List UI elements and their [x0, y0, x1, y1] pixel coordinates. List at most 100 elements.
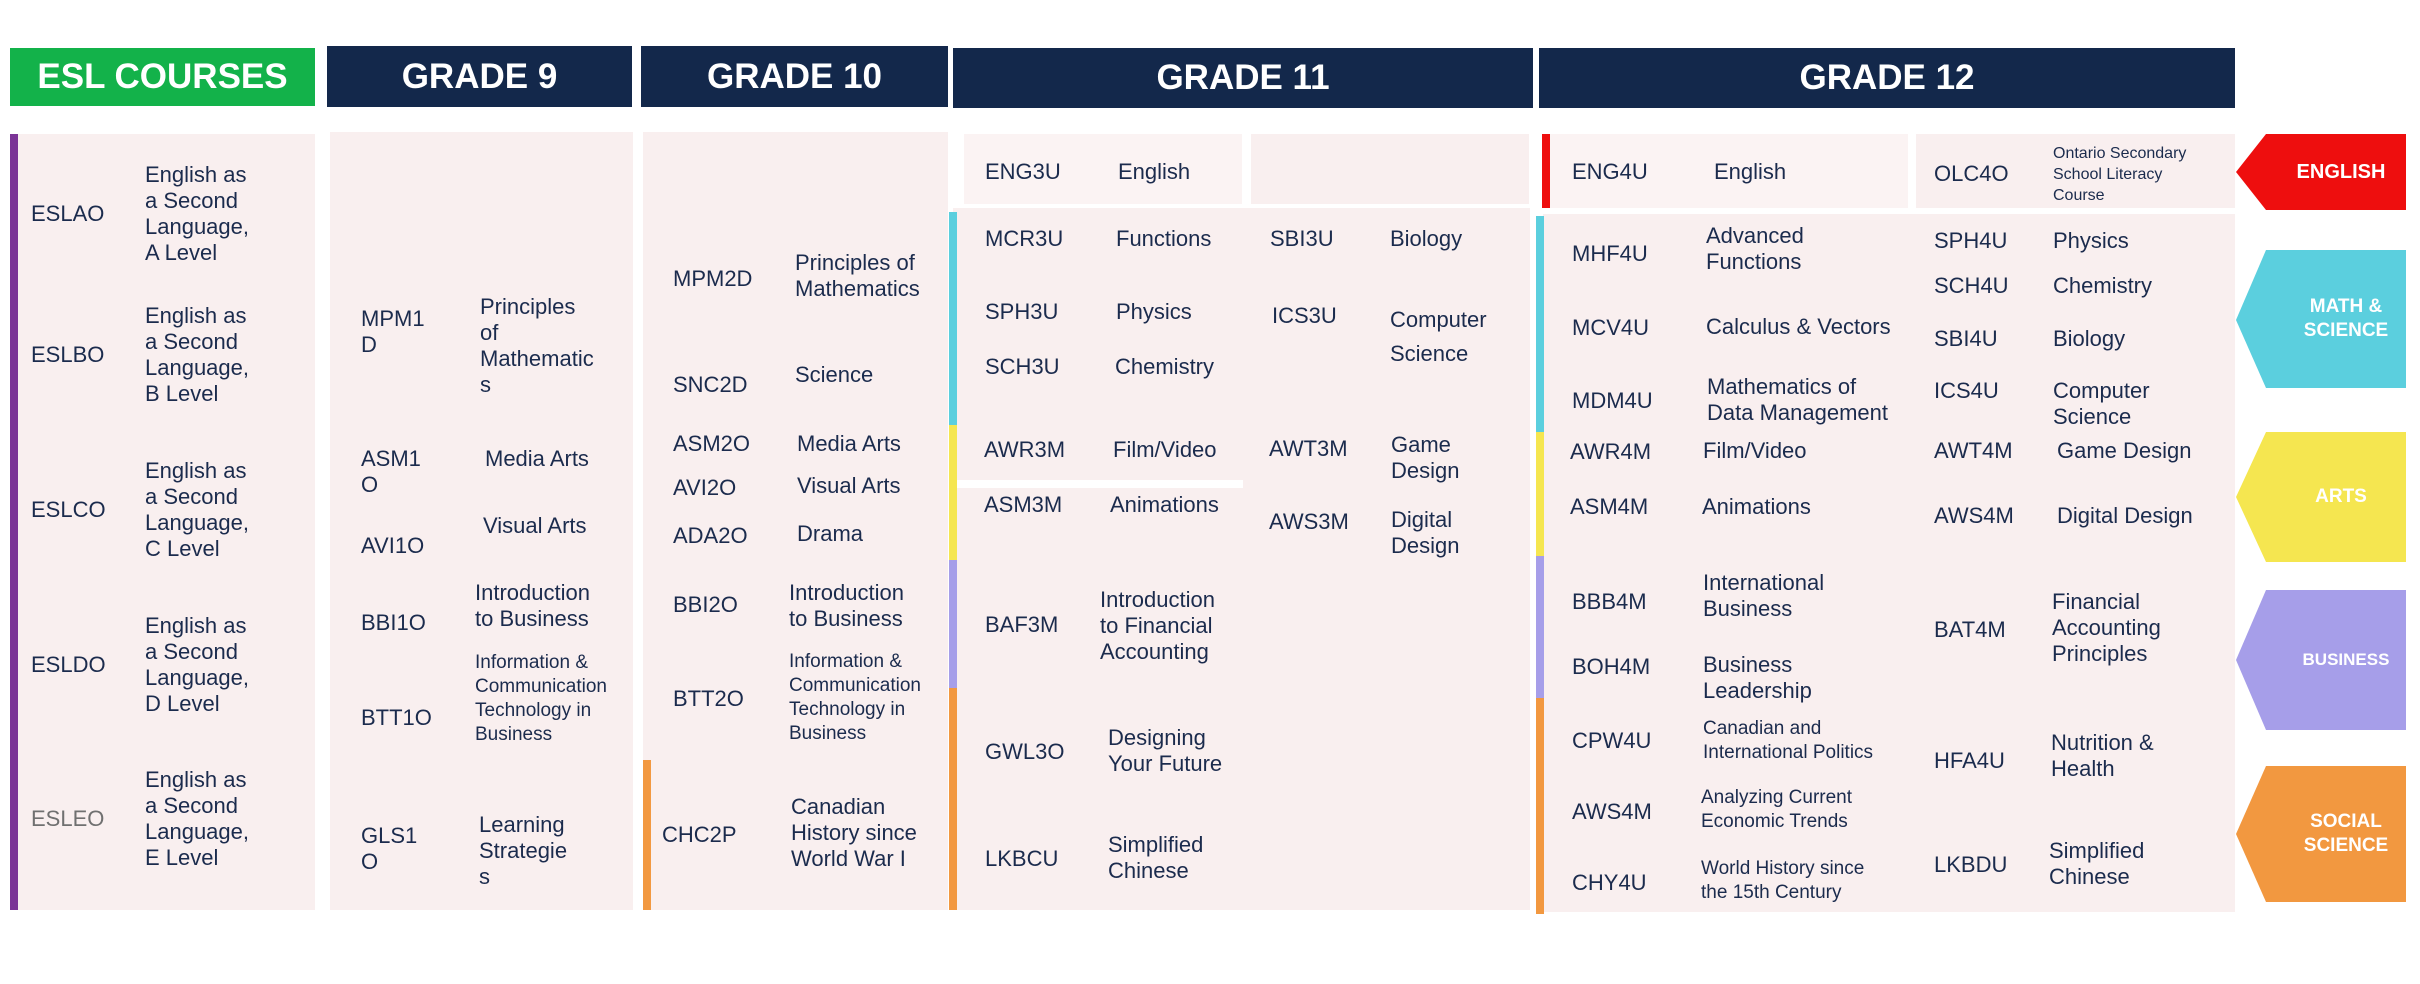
course-name: Functions — [1116, 226, 1212, 251]
course-code: ENG4U — [1572, 159, 1648, 184]
course-code: MCR3U — [985, 226, 1064, 251]
course-name: Media Arts — [797, 431, 901, 456]
course-name: Digital Design — [1391, 507, 1460, 558]
course-code: SBI4U — [1934, 326, 1998, 351]
course-name: Introduction to Business — [475, 580, 590, 631]
grade-11-panel — [953, 208, 1530, 910]
course-code: BAF3M — [985, 612, 1059, 637]
header-grade-11: GRADE 11 — [953, 48, 1533, 108]
header-esl-courses: ESL COURSES — [10, 48, 315, 106]
course-name: Simplified Chinese — [2049, 838, 2145, 889]
course-name: Introduction to Financial Accounting — [1100, 587, 1215, 664]
course-name: Digital Design — [2057, 503, 2193, 528]
legend-social-science: SOCIAL SCIENCE — [2303, 811, 2389, 856]
header-grade-10: GRADE 10 — [641, 46, 948, 107]
legend-business: BUSINESS — [2302, 650, 2390, 669]
course-code: ESLDO — [31, 652, 106, 677]
eng4u-cell — [1543, 134, 1908, 208]
course-code: OLC4O — [1934, 161, 2009, 186]
course-code: GLS1 O — [361, 823, 418, 874]
course-name: English as a Second Language, C Level — [145, 458, 249, 561]
course-name: Ontario Secondary School Literacy Course — [2053, 145, 2187, 204]
grade-12-panel — [1543, 214, 2235, 912]
empty-cell — [1251, 134, 1529, 204]
social-science-bar — [643, 760, 651, 910]
course-name: Media Arts — [485, 446, 589, 471]
course-code: AWT3M — [1269, 436, 1348, 461]
course-code: AVI2O — [673, 475, 737, 500]
course-name: Principles of Mathematic s — [480, 294, 594, 397]
course-name: Information & Communication Technology i… — [475, 652, 607, 745]
course-code: BTT2O — [673, 686, 744, 711]
course-name: Financial Accounting Principles — [2052, 589, 2161, 666]
course-code: ESLCO — [31, 497, 106, 522]
course-name: Physics — [1116, 299, 1192, 324]
course-code: SCH3U — [985, 354, 1060, 379]
legend-shapes — [2236, 134, 2406, 902]
course-name: English as a Second Language, B Level — [145, 303, 249, 406]
course-code: AWS4M — [1934, 503, 2014, 528]
arts-bar — [1536, 432, 1544, 556]
course-name: Game Design — [1391, 432, 1460, 483]
course-name: Visual Arts — [797, 473, 901, 498]
social-science-tag-shape — [2236, 766, 2406, 902]
course-code: LKBCU — [985, 846, 1059, 871]
course-code: AWR3M — [984, 437, 1066, 462]
course-code: BBI1O — [361, 610, 426, 635]
business-tag-shape — [2236, 590, 2406, 730]
course-name: Physics — [2053, 228, 2129, 253]
course-name: Nutrition & Health — [2051, 730, 2154, 781]
course-code: CHC2P — [662, 822, 737, 847]
course-name: International Business — [1703, 570, 1825, 621]
course-code: ICS3U — [1272, 303, 1337, 328]
course-name: English — [1714, 159, 1787, 184]
course-code: ADA2O — [673, 523, 748, 548]
course-name: Introduction to Business — [789, 580, 904, 631]
english-tag-shape — [2236, 134, 2406, 210]
course-code: CPW4U — [1572, 728, 1652, 753]
course-code: ESLBO — [31, 342, 105, 367]
course-code: BAT4M — [1934, 617, 2006, 642]
course-code: ESLEO — [31, 806, 105, 831]
course-name: Film/Video — [1703, 438, 1807, 463]
course-code: SPH3U — [985, 299, 1059, 324]
business-bar — [1536, 556, 1544, 698]
eng3u-cell — [964, 134, 1242, 204]
course-name: Computer Science — [1390, 307, 1487, 366]
course-code: MCV4U — [1572, 315, 1650, 340]
social-science-bar — [949, 688, 957, 910]
math-science-bar — [1536, 216, 1544, 432]
course-name: Advanced Functions — [1706, 223, 1804, 274]
esl-color-bar — [10, 134, 18, 910]
course-name: Animations — [1110, 492, 1219, 517]
course-name: Canadian and International Politics — [1703, 718, 1874, 763]
course-code: LKBDU — [1934, 852, 2008, 877]
esl-panel — [10, 134, 315, 910]
course-code: ESLAO — [31, 201, 105, 226]
course-name: Visual Arts — [483, 513, 587, 538]
course-name: Information & Communication Technology i… — [789, 651, 921, 744]
legend-math-science: MATH & SCIENCE — [2303, 296, 2389, 341]
grade-9-panel — [330, 132, 633, 910]
course-name: Film/Video — [1113, 437, 1217, 462]
legend-english: ENGLISH — [2296, 160, 2386, 183]
course-code: AWS3M — [1269, 509, 1349, 534]
course-code: ASM2O — [673, 431, 751, 456]
course-code: CHY4U — [1572, 870, 1647, 895]
course-code: AVI1O — [361, 533, 425, 558]
course-code: SCH4U — [1934, 273, 2009, 298]
arts-bar — [949, 425, 957, 560]
course-name: Learning Strategie s — [479, 812, 568, 889]
math-science-tag-shape — [2236, 250, 2406, 388]
course-code: SBI3U — [1270, 226, 1334, 251]
course-name: Chemistry — [1115, 354, 1215, 379]
math-science-bar — [949, 212, 957, 425]
course-name: Chemistry — [2053, 273, 2153, 298]
business-bar — [949, 560, 957, 688]
course-name: Biology — [2053, 326, 2126, 351]
course-code: BBB4M — [1572, 589, 1647, 614]
course-code: BBI2O — [673, 592, 738, 617]
course-name: English as a Second Language, D Level — [145, 613, 249, 716]
course-code: BTT1O — [361, 705, 432, 730]
course-code: AWS4M — [1572, 799, 1652, 824]
